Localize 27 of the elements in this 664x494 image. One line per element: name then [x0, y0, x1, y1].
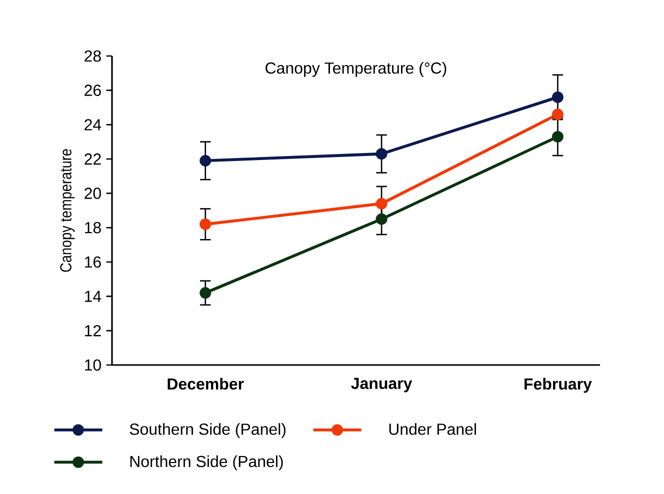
y-tick-label: 18 [85, 222, 101, 234]
y-tick-label: 16 [85, 256, 101, 268]
chart-title: Canopy Temperature (°C) [266, 62, 446, 77]
x-tick-label: January [351, 378, 412, 392]
point [552, 130, 564, 142]
point [552, 108, 564, 120]
point [200, 287, 212, 299]
point [552, 91, 564, 103]
point [200, 154, 212, 166]
y-tick-label: 28 [84, 50, 101, 62]
y-tick-label: 12 [85, 325, 101, 336]
point [376, 198, 388, 210]
point [376, 148, 388, 160]
legend-label: Under Panel [389, 423, 476, 435]
y-tick-label: 14 [85, 290, 102, 302]
legend-label: Southern Side (Panel) [130, 423, 286, 438]
legend-label: Northern Side (Panel) [130, 455, 283, 470]
y-tick-label: 20 [84, 188, 101, 199]
y-axis-title: Canopy temperature [60, 149, 75, 272]
y-tick-label: 24 [84, 119, 102, 130]
y-tick-label: 10 [85, 359, 101, 371]
point [200, 218, 212, 230]
x-tick-label: December [168, 378, 244, 390]
x-tick-label: February [524, 378, 592, 393]
y-tick-label: 26 [84, 84, 101, 96]
point [376, 213, 388, 225]
y-tick-label: 22 [84, 153, 101, 165]
